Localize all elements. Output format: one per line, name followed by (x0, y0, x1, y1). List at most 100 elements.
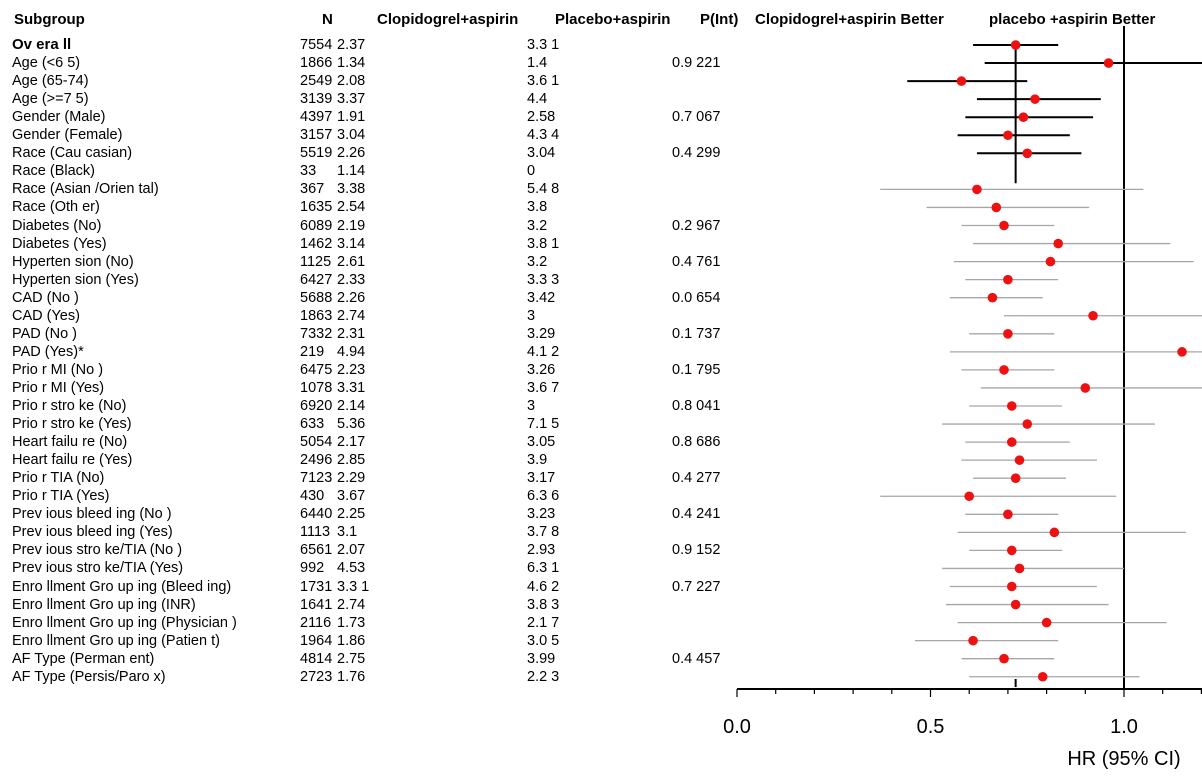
row-clopidogrel-rate: 1.86 (337, 632, 366, 649)
row-n: 1731 (300, 578, 333, 595)
row-placebo-rate: 3.8 3 (527, 596, 560, 613)
point-estimate (1041, 617, 1052, 628)
point-estimate (1003, 509, 1013, 520)
row-clopidogrel-rate: 4.53 (337, 560, 366, 577)
point-estimate (956, 76, 967, 86)
row-n: 1113 (300, 524, 331, 541)
row-label: Prev ious bleed ing (No ) (12, 506, 172, 523)
row-n: 1866 (300, 55, 333, 72)
row-clopidogrel-rate: 2.33 (337, 271, 366, 288)
point-estimate (999, 220, 1009, 231)
row-clopidogrel-rate: 4.94 (337, 343, 366, 360)
row-pint: 0.4 277 (672, 470, 721, 487)
header-pint: P(Int) (700, 11, 739, 28)
row-clopidogrel-rate: 2.26 (337, 289, 366, 306)
row-label: CAD (Yes) (12, 307, 80, 324)
x-tick-label: 0.0 (723, 716, 751, 738)
row-clopidogrel-rate: 1.91 (337, 109, 366, 126)
row-clopidogrel-rate: 3.1 (337, 524, 358, 541)
row-clopidogrel-rate: 5.36 (337, 416, 366, 433)
row-clopidogrel-rate: 2.07 (337, 542, 366, 559)
row-clopidogrel-rate: 2.37 (337, 37, 366, 53)
row-n: 1641 (300, 596, 333, 613)
point-estimate (1080, 383, 1091, 393)
row-placebo-rate: 2.58 (527, 109, 556, 126)
point-estimate (987, 292, 998, 303)
row-n: 2496 (300, 452, 333, 469)
row-placebo-rate: 3.42 (527, 289, 556, 306)
row-placebo-rate: 3.8 1 (527, 235, 560, 252)
row-pint: 0.1 737 (672, 325, 721, 342)
row-label: Diabetes (Yes) (12, 235, 107, 252)
row-n: 6089 (300, 217, 333, 234)
row-n: 7554 (300, 37, 333, 53)
point-estimate (1177, 347, 1187, 357)
point-estimate (968, 635, 978, 646)
subgroup-table: Ov era ll 7554 2.37 3.3 1 Age (<6 5) 1866 1.34… (12, 36, 721, 685)
row-clopidogrel-rate: 2.29 (337, 470, 366, 487)
row-clopidogrel-rate: 1.73 (337, 614, 366, 631)
row-placebo-rate: 2.93 (527, 542, 556, 559)
point-estimate (1030, 94, 1040, 104)
row-placebo-rate: 3.05 (527, 434, 556, 451)
row-n: 219 (300, 343, 325, 360)
row-clopidogrel-rate: 2.14 (337, 398, 366, 414)
row-n: 2116 (300, 614, 332, 631)
row-n: 992 (300, 560, 325, 577)
x-axis-title: HR (95% CI) (1067, 748, 1180, 770)
row-clopidogrel-rate: 3.14 (337, 235, 366, 252)
row-placebo-rate: 3.23 (527, 506, 556, 523)
row-n: 2549 (300, 73, 333, 90)
row-pint: 0.2 967 (672, 217, 721, 234)
row-clopidogrel-rate: 3.31 (337, 379, 366, 396)
row-clopidogrel-rate: 2.31 (337, 325, 366, 342)
point-estimate (1010, 473, 1021, 484)
row-placebo-rate: 3.99 (527, 650, 556, 667)
row-clopidogrel-rate: 1.76 (337, 668, 366, 685)
row-label: Prev ious bleed ing (Yes) (12, 524, 173, 541)
row-label: Enro llment Gro up ing (Physician ) (12, 614, 237, 631)
row-n: 6440 (300, 506, 333, 523)
row-placebo-rate: 5.4 8 (527, 181, 560, 198)
row-label: Prio r MI (No ) (12, 361, 104, 378)
row-n: 1125 (300, 253, 332, 270)
row-placebo-rate: 6.3 6 (527, 488, 560, 505)
row-label: Ov era ll (12, 36, 72, 53)
row-clopidogrel-rate: 3.67 (337, 488, 366, 505)
point-estimate (1006, 401, 1017, 411)
row-pint: 0.1 795 (672, 361, 721, 378)
point-estimate (1103, 58, 1114, 68)
row-clopidogrel-rate: 1.34 (337, 55, 366, 72)
row-placebo-rate: 3.9 (527, 452, 548, 469)
row-placebo-rate: 3.8 (527, 199, 548, 216)
row-clopidogrel-rate: 2.85 (337, 452, 366, 469)
point-estimate (1006, 437, 1017, 447)
row-n: 1863 (300, 307, 333, 324)
row-pint: 0.7 227 (672, 578, 721, 595)
row-label: Gender (Male) (12, 109, 106, 126)
row-placebo-rate: 3.0 5 (527, 632, 560, 649)
row-pint: 0.8 686 (672, 434, 721, 451)
row-placebo-rate: 6.3 1 (527, 560, 560, 577)
row-placebo-rate: 3.6 7 (527, 379, 560, 396)
point-estimate (1010, 599, 1021, 610)
row-label: Race (Oth er) (12, 199, 100, 216)
row-n: 7332 (300, 325, 333, 342)
row-clopidogrel-rate: 2.26 (337, 145, 366, 162)
row-placebo-rate: 0 (527, 163, 536, 180)
row-placebo-rate: 4.4 (527, 91, 548, 108)
row-label: AF Type (Persis/Paro x) (12, 668, 166, 685)
point-estimate (1018, 112, 1029, 122)
row-clopidogrel-rate: 2.23 (337, 361, 366, 378)
point-estimate (1014, 455, 1025, 465)
row-label: AF Type (Perman ent) (12, 650, 155, 667)
row-placebo-rate: 3.6 1 (527, 73, 560, 90)
row-label: Age (>=7 5) (12, 91, 89, 108)
row-pint: 0.4 457 (672, 650, 721, 667)
row-placebo-rate: 3.2 (527, 217, 548, 234)
row-label: Age (65-74) (12, 73, 89, 90)
row-label: Hyperten sion (Yes) (12, 271, 139, 288)
row-n: 5054 (300, 434, 333, 451)
row-clopidogrel-rate: 2.08 (337, 73, 366, 90)
